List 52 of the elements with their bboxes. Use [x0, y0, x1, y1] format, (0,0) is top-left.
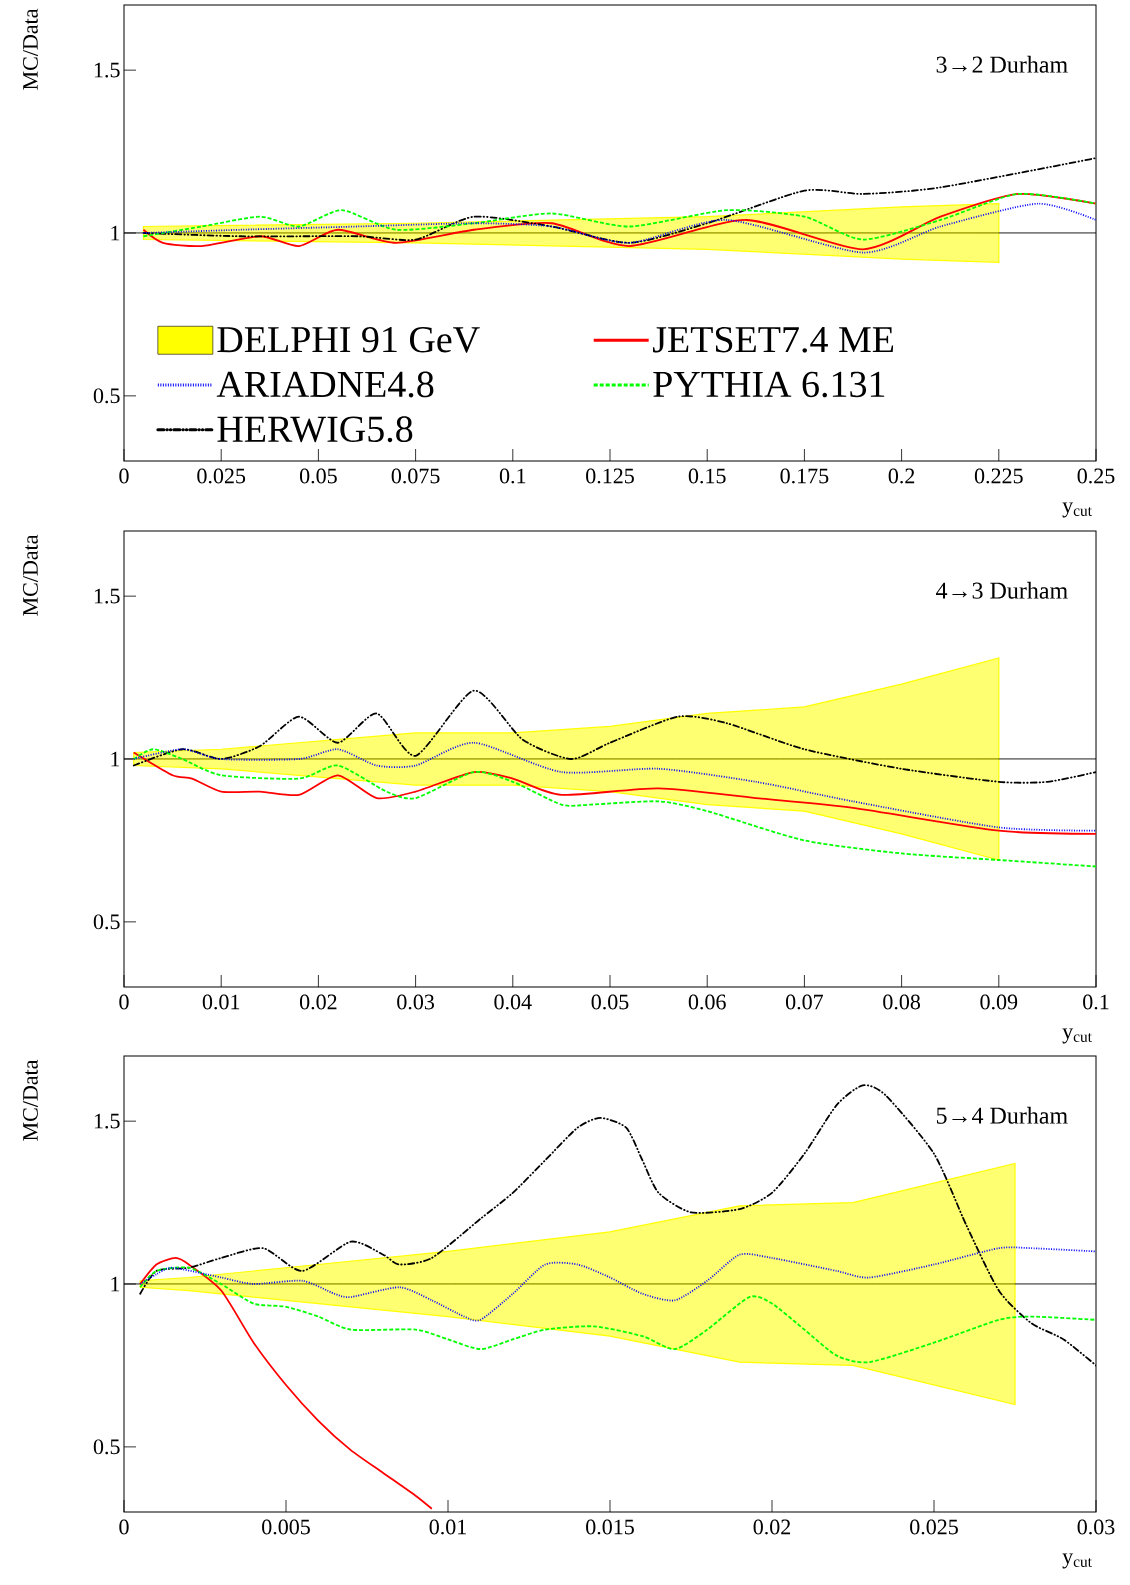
x-tick-label: 0.025 — [197, 468, 246, 484]
x-tick-label: 0.1 — [499, 468, 526, 484]
annotation: 5→4 Durham — [936, 1106, 1068, 1124]
x-tick-label: 0.075 — [391, 468, 440, 484]
legend-label: DELPHI 91 GeV — [217, 326, 480, 353]
x-tick-label: 0.02 — [299, 994, 337, 1010]
x-tick-label: 0.06 — [688, 994, 726, 1010]
y-tick-label: 1.5 — [94, 62, 120, 78]
y-tick-label: 1.5 — [94, 588, 120, 604]
x-tick-label: 0.25 — [1077, 468, 1115, 484]
x-tick-label: 0.225 — [974, 468, 1023, 484]
x-axis-title: y$_{cut}$ — [1062, 502, 1092, 518]
x-tick-label: 0 — [119, 468, 129, 484]
x-tick-label: 0.05 — [299, 468, 337, 484]
x-tick-label: 0.02 — [753, 1519, 791, 1535]
y-axis-title: MC/Data — [23, 1059, 38, 1141]
legend-label: HERWIG5.8 — [217, 416, 413, 443]
y-tick-label: 1 — [111, 225, 120, 241]
legend-label: JETSET7.4 ME — [653, 326, 894, 353]
x-tick-label: 0.015 — [586, 1519, 634, 1535]
x-tick-label: 0.03 — [397, 994, 434, 1010]
x-axis-title: y$_{cut}$ — [1062, 1553, 1092, 1569]
annotation: 3→2 Durham — [936, 55, 1068, 73]
y-tick-label: 0.5 — [93, 388, 120, 404]
x-tick-label: 0.005 — [262, 1519, 310, 1535]
x-tick-label: 0 — [119, 1519, 129, 1535]
x-tick-label: 0.08 — [883, 994, 921, 1010]
x-tick-label: 0.03 — [1077, 1519, 1115, 1535]
x-tick-label: 0.01 — [429, 1519, 466, 1535]
x-tick-label: 0.025 — [910, 1519, 958, 1535]
x-tick-label: 0.09 — [980, 994, 1018, 1010]
legend-label: ARIADNE4.8 — [216, 371, 434, 398]
y-tick-label: 1 — [111, 1276, 120, 1292]
x-tick-label: 0.2 — [888, 468, 915, 484]
x-tick-label: 0.175 — [780, 468, 829, 484]
y-axis-title: MC/Data — [23, 534, 38, 616]
x-tick-label: 0.01 — [202, 994, 240, 1010]
x-tick-label: 0 — [119, 994, 129, 1010]
y-tick-label: 0.5 — [93, 914, 120, 930]
annotation: 4→3 Durham — [936, 581, 1068, 599]
x-tick-label: 0.07 — [785, 994, 824, 1010]
y-axis-title: MC/Data — [23, 8, 38, 90]
x-tick-label: 0.1 — [1083, 994, 1109, 1010]
x-tick-label: 0.125 — [586, 468, 634, 484]
x-axis-title: y$_{cut}$ — [1062, 1028, 1092, 1044]
y-tick-label: 1 — [111, 751, 120, 767]
x-tick-label: 0.04 — [494, 994, 532, 1010]
y-tick-label: 0.5 — [93, 1439, 120, 1455]
legend-label: PYTHIA 6.131 — [653, 371, 885, 398]
x-tick-label: 0.05 — [591, 994, 629, 1010]
y-tick-label: 1.5 — [94, 1113, 120, 1129]
x-tick-label: 0.15 — [688, 468, 726, 484]
